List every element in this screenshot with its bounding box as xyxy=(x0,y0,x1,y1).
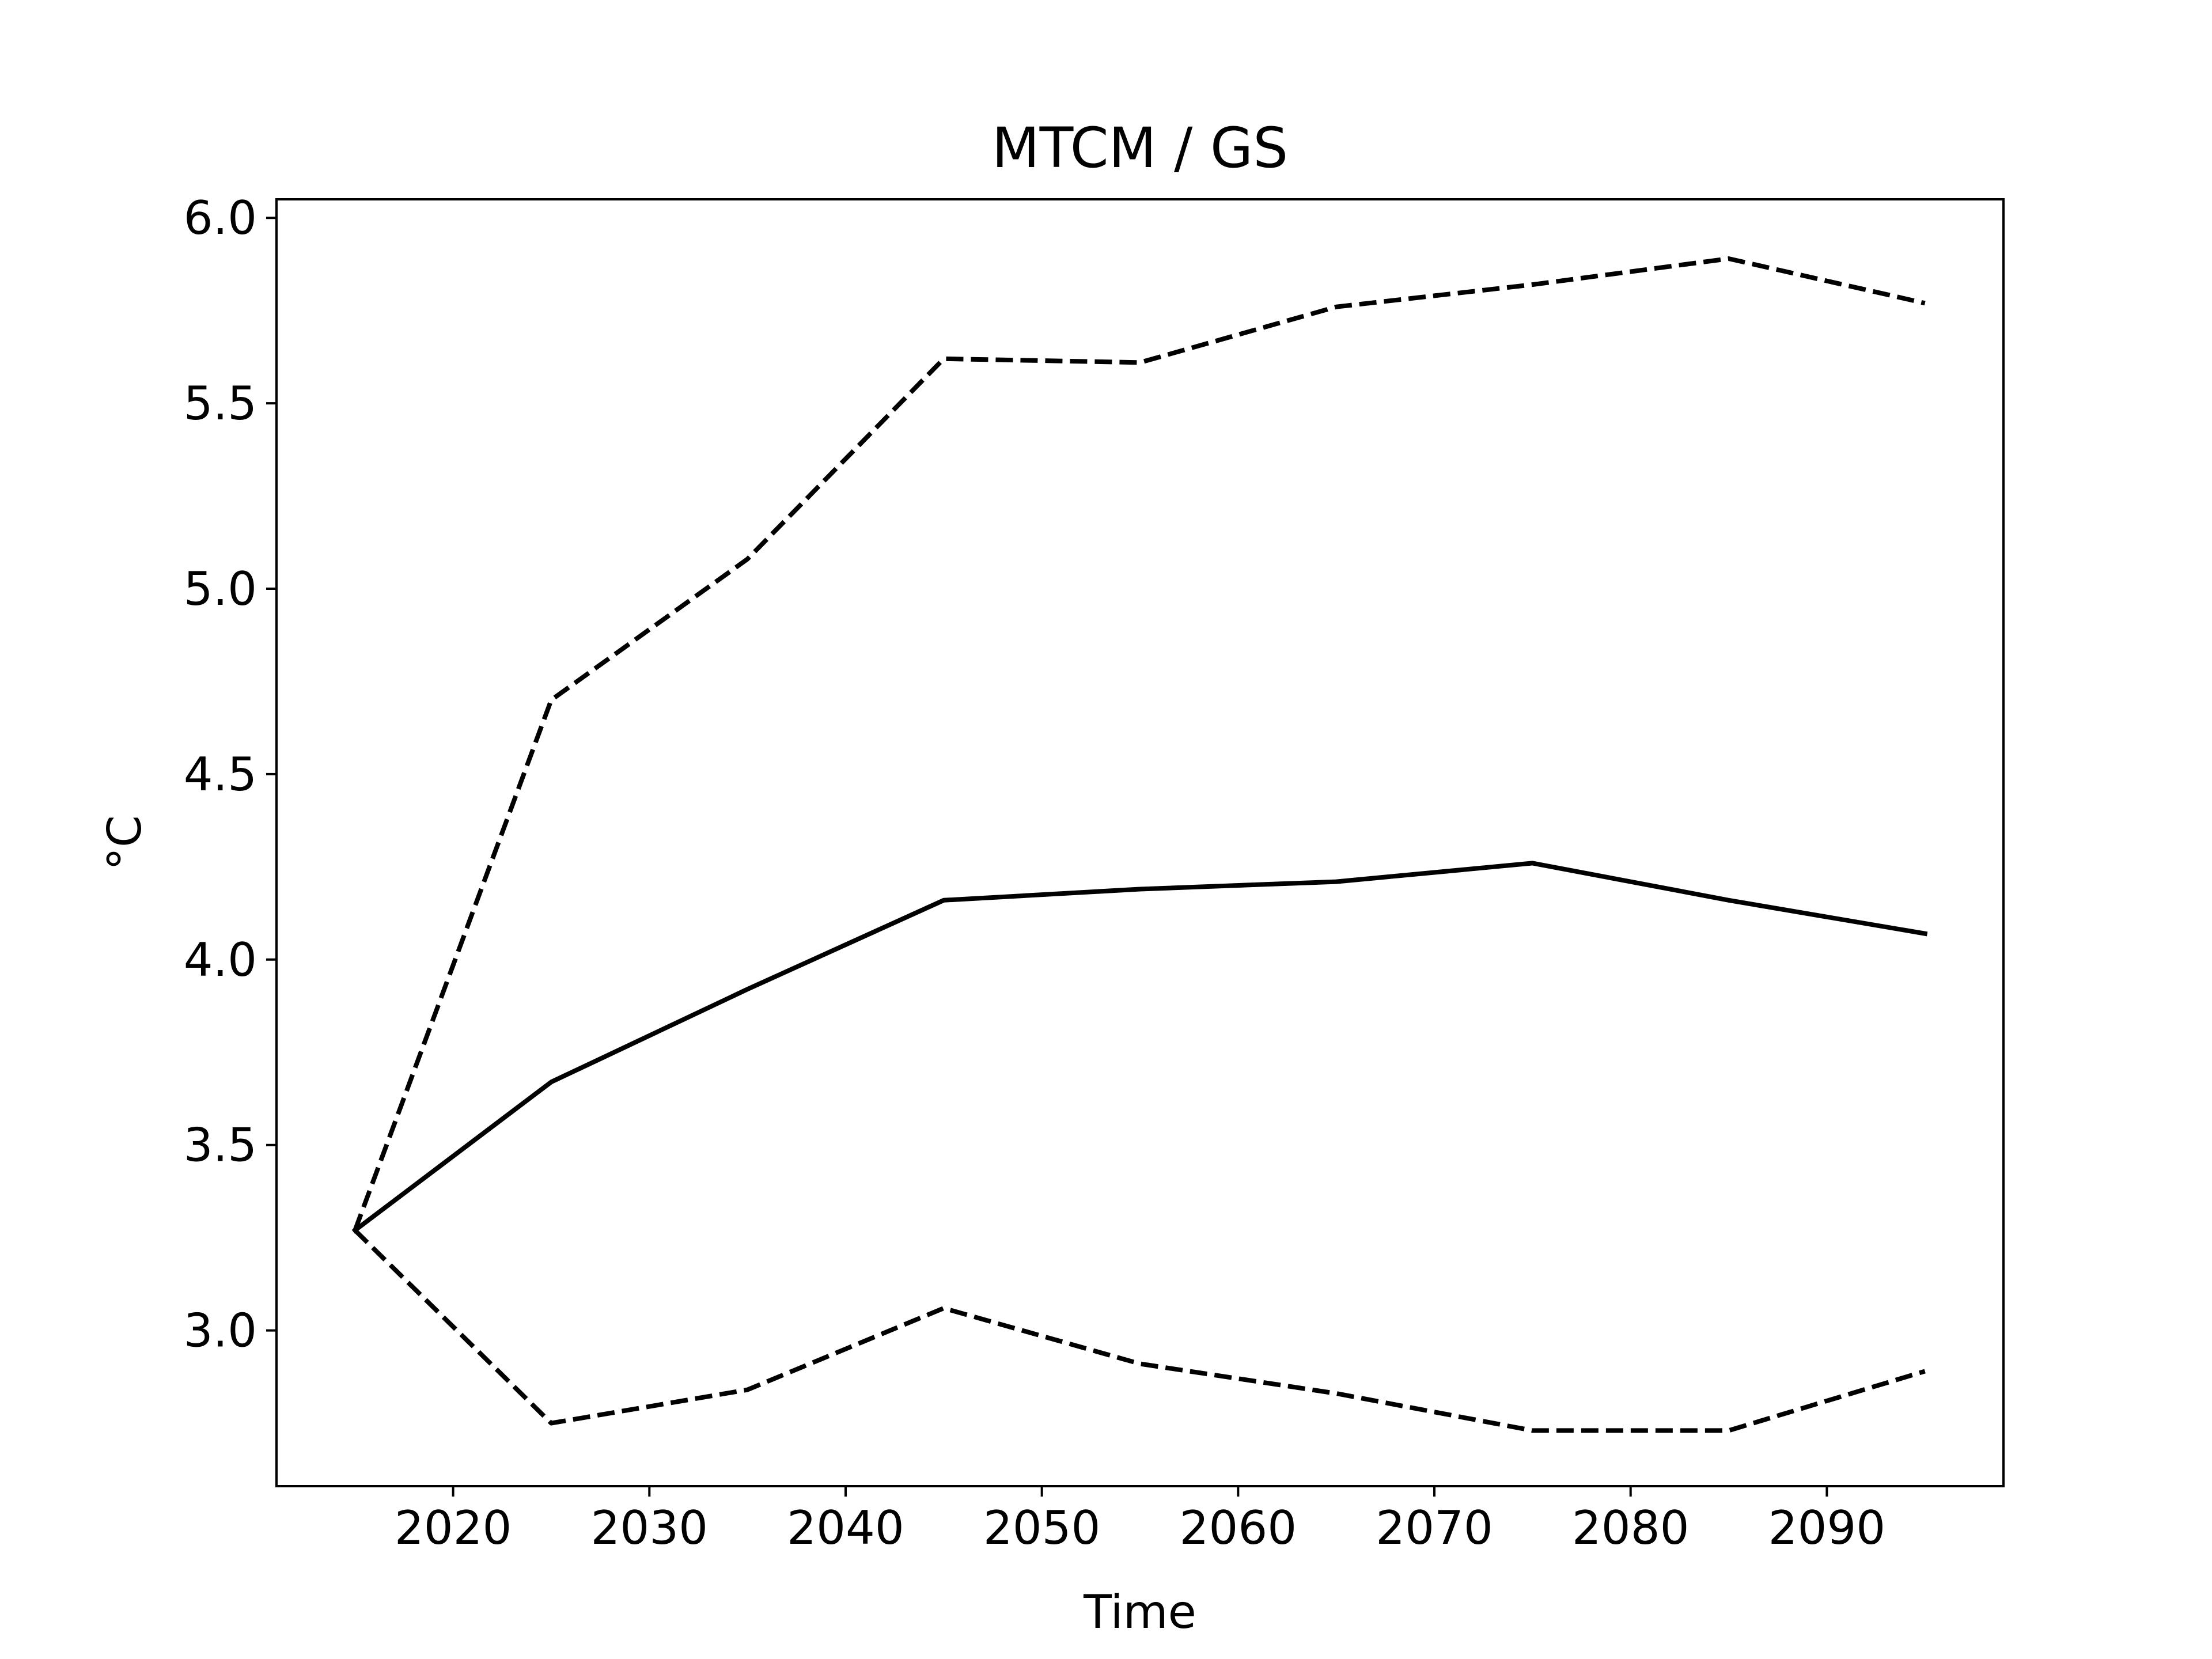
y-tick-label: 3.0 xyxy=(184,1304,257,1358)
y-tick-label: 6.0 xyxy=(184,191,257,245)
y-tick-label: 4.0 xyxy=(184,933,257,987)
x-tick-label: 2080 xyxy=(1572,1501,1690,1555)
x-tick-label: 2070 xyxy=(1376,1501,1493,1555)
series-layer xyxy=(351,256,1928,1433)
y-axis-label: °C xyxy=(98,815,151,870)
series-line-2 xyxy=(353,256,1926,1232)
x-tick-label: 2020 xyxy=(395,1501,512,1555)
plot-frame xyxy=(275,198,2005,1487)
y-tick-label: 5.0 xyxy=(184,562,257,616)
series-line-3 xyxy=(353,1228,1926,1433)
series-line-1 xyxy=(351,861,1928,1234)
y-tick-label: 3.5 xyxy=(184,1119,257,1172)
x-axis-label: Time xyxy=(1083,1585,1196,1639)
x-tick-label: 2040 xyxy=(787,1501,904,1555)
y-tick-label: 5.5 xyxy=(184,377,257,430)
x-tick-label: 2090 xyxy=(1768,1501,1886,1555)
x-tick-label: 2030 xyxy=(590,1501,708,1555)
x-tick-label: 2060 xyxy=(1180,1501,1297,1555)
y-axis-ticks: 3.0 3.5 4.0 4.5 5.0 5.5 6.0 xyxy=(184,191,276,1358)
y-tick-label: 4.5 xyxy=(184,748,257,801)
x-tick-label: 2050 xyxy=(983,1501,1101,1555)
chart-title: MTCM / GS xyxy=(992,116,1288,180)
x-axis-ticks: 2020 2030 2040 2050 2060 2070 2080 2090 xyxy=(395,1486,1885,1555)
